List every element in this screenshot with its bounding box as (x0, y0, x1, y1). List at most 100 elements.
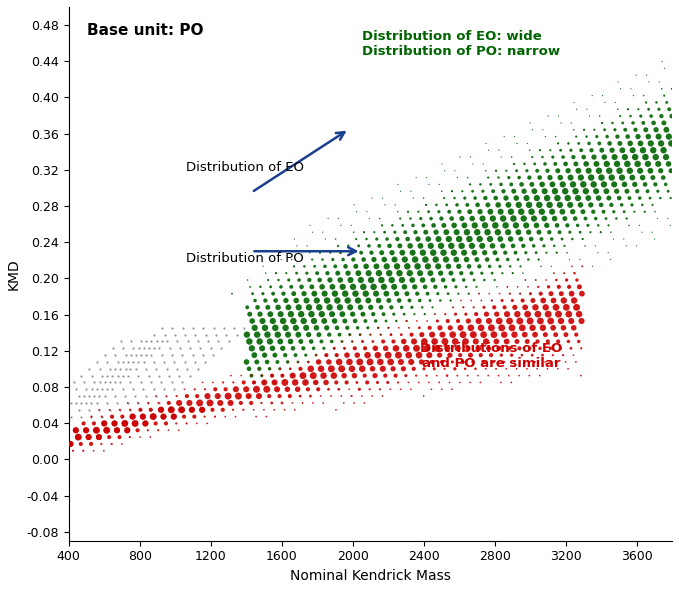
Point (277, 343, 288, 353)
Point (575, 200, 586, 209)
Point (276, 398, 287, 408)
Point (310, 378, 321, 387)
Point (478, 159, 489, 169)
Point (122, 398, 133, 408)
Point (491, 364, 502, 373)
Point (454, 207, 465, 217)
Point (187, 405, 198, 415)
Point (352, 350, 363, 360)
Point (608, 234, 619, 244)
Point (274, 364, 285, 373)
Point (227, 405, 238, 415)
Point (358, 309, 369, 319)
Point (262, 330, 273, 339)
Point (423, 207, 434, 217)
Point (282, 330, 293, 339)
Point (591, 159, 602, 169)
Point (509, 330, 520, 339)
Point (342, 296, 353, 305)
Point (447, 385, 458, 394)
Point (536, 261, 547, 271)
Point (509, 358, 519, 367)
Point (465, 152, 476, 162)
Point (273, 276, 284, 285)
Point (386, 330, 397, 339)
Point (547, 180, 558, 189)
Point (297, 398, 308, 408)
Point (262, 303, 273, 312)
Point (502, 282, 513, 291)
Point (559, 268, 570, 278)
Point (586, 146, 597, 155)
Point (349, 371, 360, 381)
Point (377, 194, 388, 203)
Point (386, 303, 397, 312)
Point (107, 412, 117, 421)
Point (534, 228, 545, 237)
Point (117, 412, 128, 421)
Point (287, 371, 298, 381)
Point (489, 276, 500, 285)
Point (182, 337, 193, 346)
Point (524, 343, 535, 353)
Point (261, 412, 272, 421)
Point (628, 91, 639, 100)
Point (167, 323, 178, 333)
Point (614, 139, 625, 148)
Point (438, 276, 449, 285)
Point (657, 57, 667, 66)
Point (624, 221, 635, 230)
Point (457, 358, 468, 367)
Point (449, 337, 460, 346)
Point (519, 303, 530, 312)
Point (439, 194, 449, 203)
Point (360, 343, 371, 353)
Point (229, 323, 240, 333)
Point (69, 378, 79, 387)
Point (141, 364, 151, 373)
Point (128, 358, 139, 367)
Point (253, 391, 264, 401)
Point (488, 330, 499, 339)
Point (428, 248, 439, 257)
Point (399, 337, 409, 346)
Point (390, 228, 401, 237)
Point (625, 166, 636, 175)
Point (375, 330, 386, 339)
Point (414, 323, 425, 333)
Point (259, 405, 270, 415)
Point (207, 378, 218, 387)
Point (114, 405, 125, 415)
Point (149, 343, 160, 353)
Point (401, 316, 412, 326)
Point (432, 316, 443, 326)
Point (499, 303, 510, 312)
Point (603, 221, 614, 230)
Point (437, 330, 448, 339)
Point (243, 391, 254, 401)
Point (585, 228, 596, 237)
Point (646, 112, 657, 121)
Point (490, 194, 501, 203)
Point (559, 214, 570, 223)
Point (516, 180, 527, 189)
Point (179, 412, 189, 421)
Point (268, 289, 278, 299)
Point (383, 350, 394, 360)
Point (595, 228, 606, 237)
Point (444, 378, 455, 387)
Point (599, 152, 610, 162)
Point (260, 296, 271, 305)
Point (597, 118, 608, 127)
Point (443, 289, 454, 299)
Point (225, 371, 236, 381)
Point (570, 186, 581, 196)
Point (610, 125, 621, 135)
Point (197, 405, 208, 415)
Point (120, 419, 130, 428)
Point (527, 350, 538, 360)
Point (339, 343, 350, 353)
Point (499, 303, 510, 312)
Point (555, 316, 566, 326)
Point (520, 276, 531, 285)
